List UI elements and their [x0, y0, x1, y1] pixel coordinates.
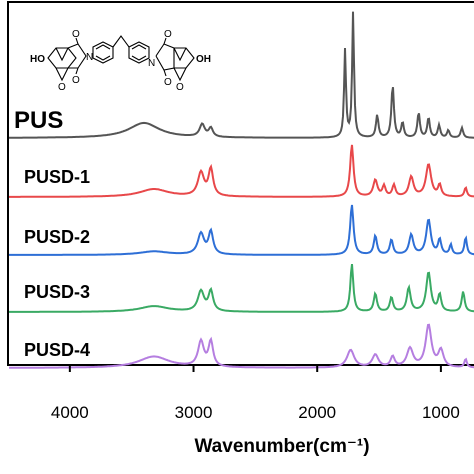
series-label-layer: PUS PUSD-1 PUSD-2 PUSD-3 PUSD-4	[14, 107, 90, 360]
spectrum-line-pusd-1	[9, 144, 474, 198]
spectrum-line-pus	[9, 11, 474, 139]
x-tick-label-1000: 1000	[422, 403, 460, 422]
oxygen-6: O	[176, 82, 184, 93]
series-label-pusd-3: PUSD-3	[24, 282, 90, 302]
x-axis-label: Wavenumber(cm⁻¹)	[194, 436, 369, 457]
x-axis-ticks: 4000 3000 2000 1000	[51, 365, 460, 422]
nitrogen-right: N	[148, 58, 155, 69]
oxygen-3: O	[58, 82, 66, 93]
oxygen-2: O	[72, 75, 80, 86]
series-label-pusd-2: PUSD-2	[24, 227, 90, 247]
structure-atom-labels: HO OH N N O O O O O O	[30, 29, 211, 93]
x-tick-label-2000: 2000	[298, 403, 336, 422]
chemical-structure	[47, 35, 195, 82]
plot-frame	[7, 1, 474, 366]
spectrum-line-pusd-3	[9, 263, 474, 313]
oxygen-1: O	[72, 29, 80, 40]
oxygen-5: O	[164, 77, 172, 88]
series-layer	[9, 11, 474, 369]
series-label-pusd-1: PUSD-1	[24, 167, 90, 187]
oxygen-4: O	[164, 29, 172, 40]
x-tick-label-3000: 3000	[175, 403, 213, 422]
hydroxyl-left: HO	[30, 54, 45, 65]
nitrogen-left: N	[86, 52, 93, 63]
series-label-pusd-4: PUSD-4	[24, 340, 90, 360]
x-tick-label-4000: 4000	[51, 403, 89, 422]
spectrum-line-pusd-4	[9, 323, 474, 369]
hydroxyl-right: OH	[196, 54, 211, 65]
series-label-pus: PUS	[14, 107, 63, 134]
spectrum-line-pusd-2	[9, 204, 474, 256]
